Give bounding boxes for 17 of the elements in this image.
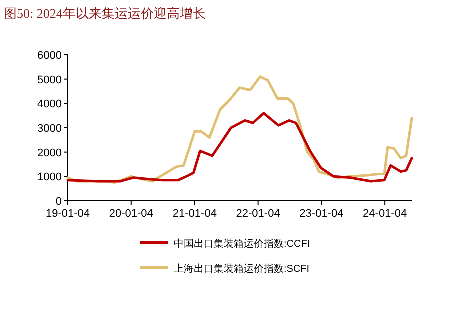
x-tick-label: 23-01-04 — [300, 208, 344, 220]
y-tick-label: 4000 — [38, 98, 62, 111]
x-tick-label: 22-01-04 — [236, 208, 280, 220]
x-tick-label: 21-01-04 — [172, 208, 217, 220]
legend-label: 上海出口集装箱运价指数:SCFI — [174, 263, 310, 275]
x-tick-label: 20-01-04 — [109, 208, 154, 220]
y-tick-label: 2000 — [38, 147, 62, 160]
chart-title: 图50: 2024年以来集运运价迎高增长 — [4, 6, 206, 21]
y-tick-label: 6000 — [38, 50, 62, 62]
line-series — [66, 112, 414, 183]
y-tick-label: 5000 — [38, 74, 62, 86]
x-tick-label: 24-01-04 — [363, 208, 408, 220]
y-tick-label: 3000 — [38, 123, 62, 135]
x-tick-label: 19-01-04 — [46, 208, 90, 220]
y-tick-label: 0 — [56, 196, 62, 208]
y-tick-label: 1000 — [38, 172, 62, 184]
legend-label: 中国出口集装箱运价指数:CCFI — [174, 238, 310, 250]
